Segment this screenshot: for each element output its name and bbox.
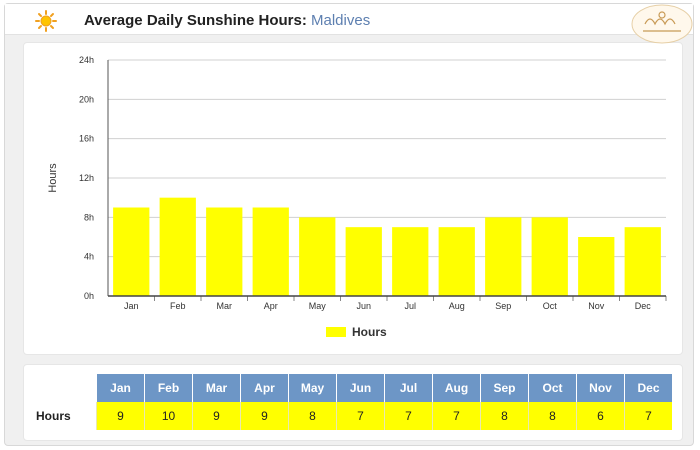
y-tick-label: 8h: [84, 212, 94, 222]
table-month-header: Nov: [576, 374, 625, 402]
table-cell-value: 9: [240, 402, 289, 430]
table-cell-value: 8: [288, 402, 337, 430]
table-cell-value: 9: [192, 402, 241, 430]
y-tick-label: 24h: [79, 55, 94, 65]
x-tick-label: Aug: [449, 301, 465, 311]
x-tick-label: May: [309, 301, 327, 311]
location-name: Maldives: [311, 12, 371, 29]
x-tick-label: Mar: [217, 301, 233, 311]
x-tick-label: Dec: [635, 301, 652, 311]
table-cell-value: 9: [96, 402, 145, 430]
legend-label: Hours: [352, 325, 387, 339]
monthly-data-table: Jan Feb Mar Apr May Jun Jul Aug Sep Oct Nov Dec Hou…: [30, 374, 672, 430]
x-tick-label: Nov: [588, 301, 605, 311]
title-text: Average Daily Sunshine Hours:: [84, 12, 307, 29]
table-month-header: Apr: [240, 374, 289, 402]
bar: [206, 207, 243, 296]
bar: [345, 227, 382, 296]
table-cell-value: 7: [432, 402, 481, 430]
y-tick-label: 12h: [79, 173, 94, 183]
legend-swatch: [326, 327, 346, 337]
table-month-header: Sep: [480, 374, 529, 402]
bar: [438, 227, 475, 296]
x-tick-label: Jul: [404, 301, 416, 311]
table-month-header: Aug: [432, 374, 481, 402]
table-header-row: Jan Feb Mar Apr May Jun Jul Aug Sep Oct Nov Dec: [30, 374, 672, 402]
data-table-panel: Jan Feb Mar Apr May Jun Jul Aug Sep Oct Nov Dec Hou…: [23, 364, 683, 441]
table-cell-value: 7: [336, 402, 385, 430]
bar: [578, 237, 615, 296]
table-row: Hours 9 10 9 9 8 7 7 7 8 8 6 7: [30, 402, 672, 430]
bar: [531, 217, 568, 296]
page-title: Average Daily Sunshine Hours: Maldives: [84, 12, 370, 29]
x-tick-label: Jun: [356, 301, 371, 311]
table-cell-value: 8: [480, 402, 529, 430]
widget-header: Average Daily Sunshine Hours: Maldives: [5, 4, 693, 35]
bar: [624, 227, 661, 296]
bar: [485, 217, 522, 296]
x-tick-label: Jan: [124, 301, 139, 311]
y-tick-label: 20h: [79, 94, 94, 104]
table-row-label: Hours: [36, 409, 71, 423]
sun-icon: [35, 10, 57, 32]
table-month-header: Jan: [96, 374, 145, 402]
x-tick-label: Apr: [264, 301, 278, 311]
x-tick-label: Feb: [170, 301, 186, 311]
sunshine-bar-chart: 0h 4h 8h 12h 16h 20h 24h Hours Jan Feb Mar Apr May Ju…: [47, 55, 667, 339]
bar: [299, 217, 336, 296]
chart-panel: 0h 4h 8h 12h 16h 20h 24h Hours Jan Feb Mar Apr May Ju…: [23, 42, 683, 355]
table-cell-value: 6: [576, 402, 625, 430]
table-month-header: Jun: [336, 374, 385, 402]
y-tick-label: 16h: [79, 134, 94, 144]
bar: [392, 227, 429, 296]
y-tick-label: 0h: [84, 291, 94, 301]
table-month-header: Dec: [624, 374, 672, 402]
site-logo: [631, 4, 693, 44]
table-month-header: Mar: [192, 374, 241, 402]
y-axis-label: Hours: [47, 163, 59, 193]
table-cell-value: 10: [144, 402, 193, 430]
x-tick-label: Oct: [543, 301, 558, 311]
table-cell-value: 7: [624, 402, 672, 430]
y-tick-label: 4h: [84, 252, 94, 262]
table-month-header: Oct: [528, 374, 577, 402]
table-month-header: Feb: [144, 374, 193, 402]
table-cell-value: 7: [384, 402, 433, 430]
bar: [159, 197, 196, 296]
bar: [252, 207, 289, 296]
bar: [113, 207, 150, 296]
table-month-header: Jul: [384, 374, 433, 402]
table-month-header: May: [288, 374, 337, 402]
x-tick-label: Sep: [495, 301, 511, 311]
table-cell-value: 8: [528, 402, 577, 430]
widget-frame: Average Daily Sunshine Hours: Maldives 0…: [4, 3, 694, 446]
table-corner-cell: [30, 374, 97, 402]
